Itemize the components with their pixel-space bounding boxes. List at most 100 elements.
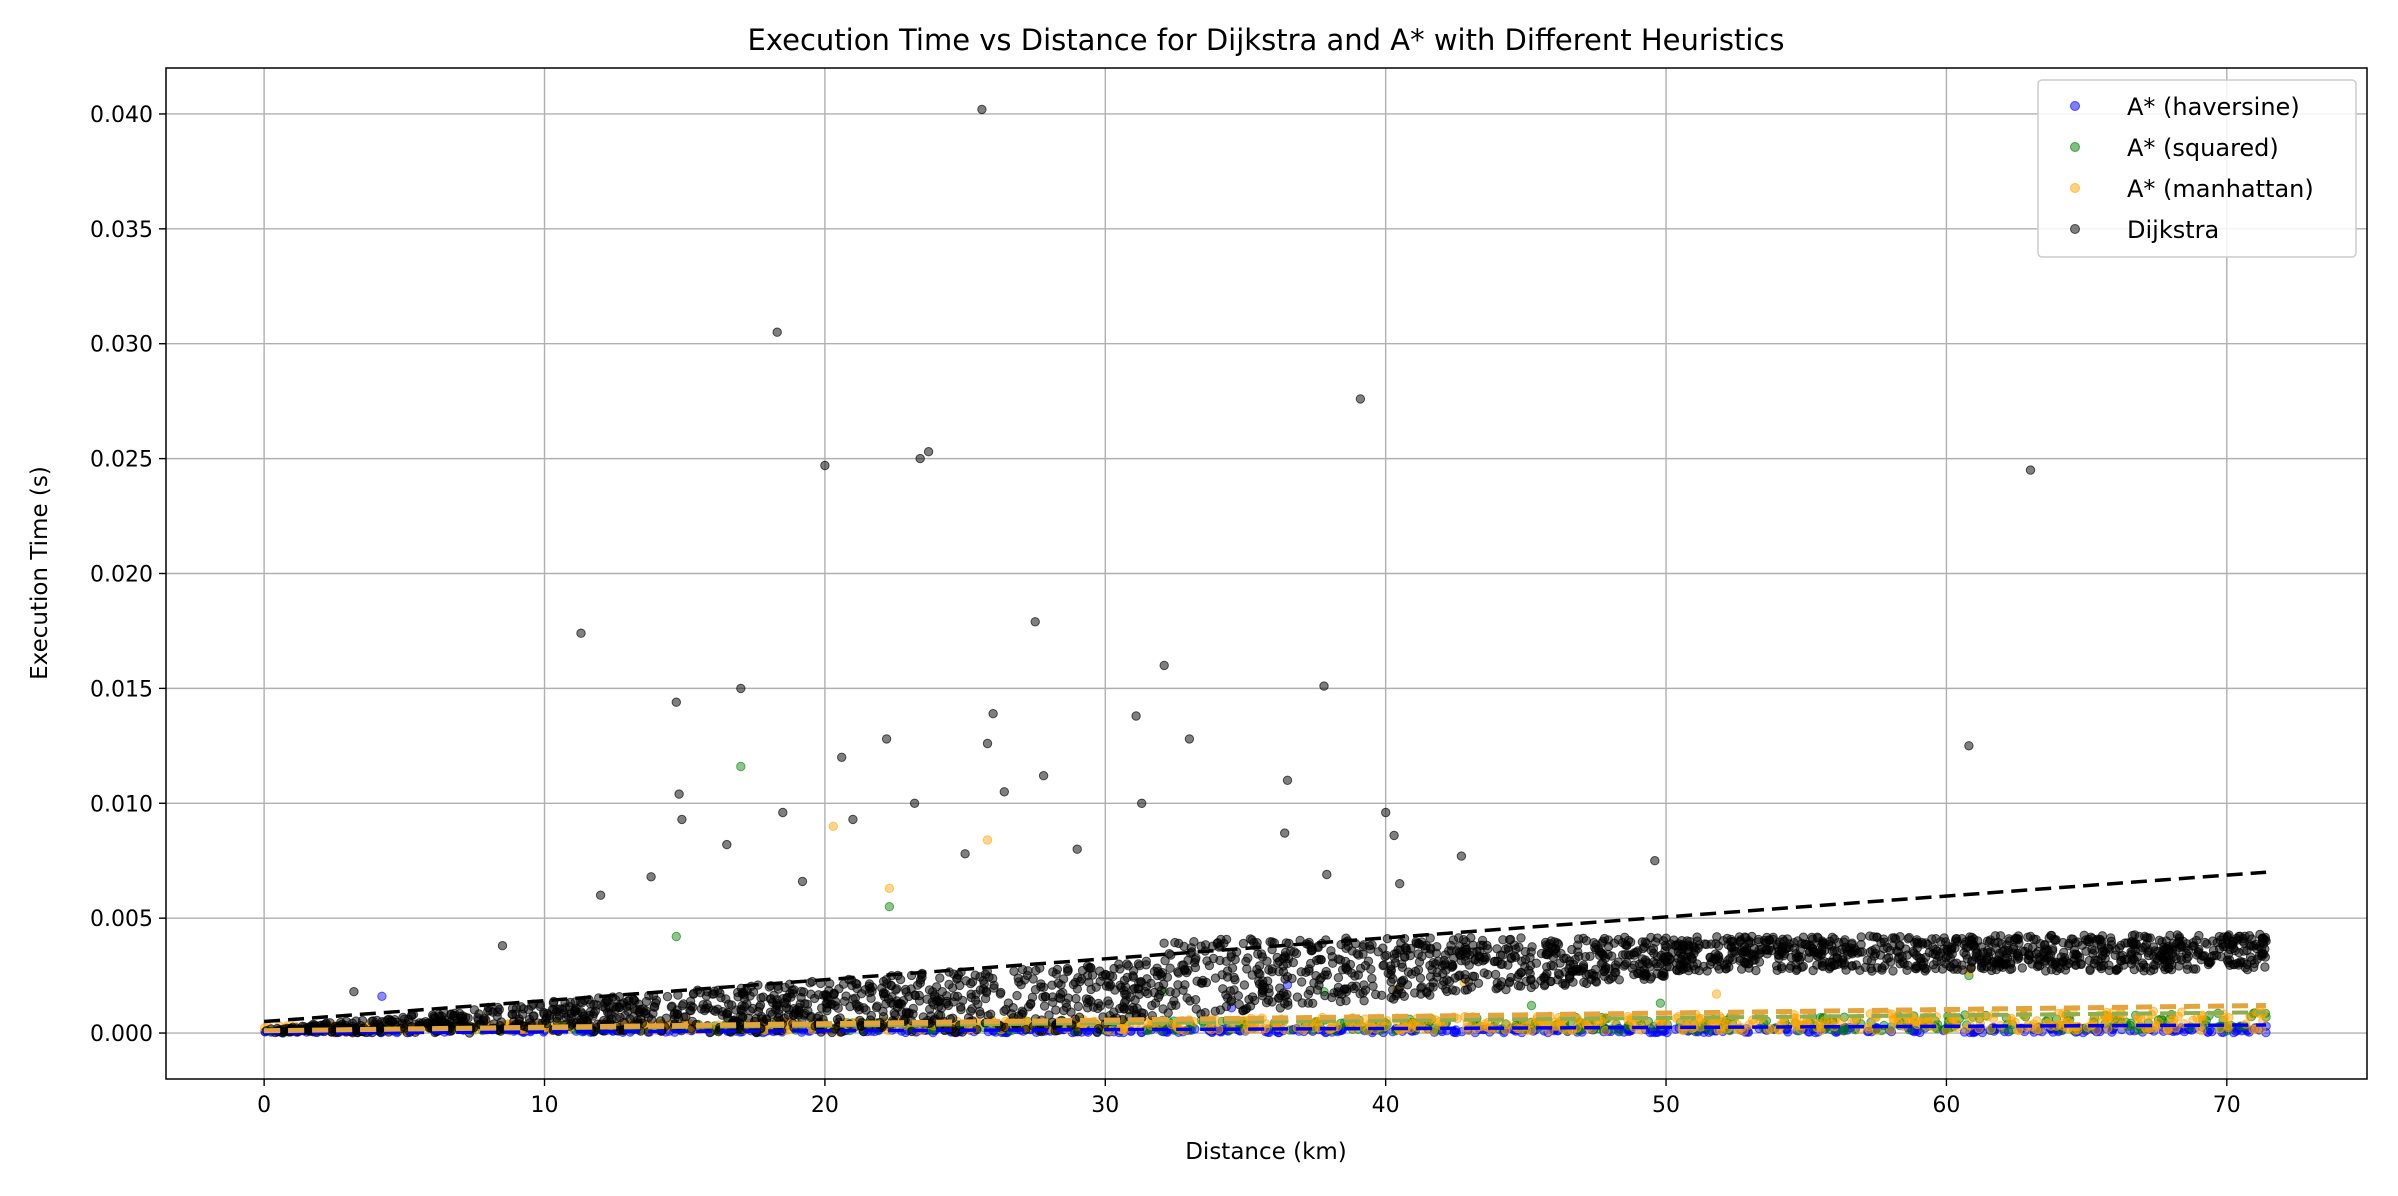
dijkstra-point [2242, 965, 2253, 975]
dijkstra-point [948, 983, 958, 993]
dijkstra-point [1682, 936, 1692, 946]
dijkstra-point [1123, 961, 1134, 971]
dijkstra-point [1154, 990, 1165, 1000]
dijkstra-point [1390, 958, 1401, 968]
dijkstra-point [2194, 944, 2204, 955]
dijkstra-point [1574, 966, 1585, 976]
dijkstra-point [1735, 935, 1746, 945]
dijkstra-point [892, 1002, 903, 1013]
dijkstra-point [1565, 972, 1575, 982]
dijkstra-point [866, 993, 876, 1003]
dijkstra-point [1710, 949, 1721, 959]
dijkstra-outlier-point [2208, 936, 2218, 946]
dijkstra-point [1529, 980, 1540, 990]
squared-outlier-point [884, 902, 895, 912]
dijkstra-point [1163, 1008, 1173, 1018]
dijkstra-point [1252, 964, 1262, 975]
dijkstra-point [1044, 1010, 1054, 1020]
dijkstra-point [1517, 956, 1527, 966]
dijkstra-point [1928, 960, 1939, 970]
dijkstra-point [1648, 957, 1659, 967]
squared-outlier-point [671, 931, 681, 942]
dijkstra-outlier-point [1131, 711, 1141, 721]
dijkstra-outlier-point [1650, 856, 1660, 866]
dijkstra-point [1229, 985, 1239, 995]
dijkstra-point [1497, 959, 1508, 969]
dijkstra-point [1776, 962, 1787, 972]
dijkstra-point [1307, 945, 1318, 955]
dijkstra-point [1039, 1001, 1050, 1011]
dijkstra-point [1885, 957, 1896, 967]
dijkstra-point [1866, 963, 1876, 974]
dijkstra-point [1573, 934, 1584, 944]
dijkstra-point [1857, 947, 1868, 957]
dijkstra-point [2145, 933, 2156, 943]
dijkstra-point [1018, 1008, 1028, 1018]
dijkstra-outlier-point [909, 798, 920, 808]
dijkstra-point [1591, 971, 1601, 981]
dijkstra-point [1837, 944, 1848, 954]
dijkstra-point [1939, 933, 1949, 943]
dijkstra-point [1804, 953, 1814, 963]
dijkstra-point [1110, 985, 1120, 995]
dijkstra-point [1130, 995, 1140, 1005]
dijkstra-point [1847, 938, 1857, 948]
x-tick-label-7: 70 [2213, 1093, 2241, 1118]
manhattan-outlier-point [1711, 989, 1722, 999]
dijkstra-point [1274, 993, 1284, 1003]
dijkstra-point [2069, 945, 2080, 955]
dijkstra-point [1413, 938, 1424, 949]
dijkstra-point [1553, 939, 1564, 950]
dijkstra-point [1280, 947, 1291, 958]
dijkstra-outlier-point [1381, 807, 1391, 818]
dijkstra-point [1071, 993, 1081, 1004]
dijkstra-point [570, 1005, 581, 1016]
dijkstra-outlier-point [881, 734, 892, 744]
dijkstra-outlier-point [736, 683, 746, 694]
dijkstra-point [2228, 959, 2238, 970]
dijkstra-point [1580, 952, 1591, 962]
dijkstra-point [727, 1000, 737, 1010]
dijkstra-point [1982, 936, 1993, 946]
x-tick-label-2: 20 [811, 1093, 839, 1118]
dijkstra-point [507, 1009, 518, 1019]
dijkstra-point [759, 1017, 769, 1027]
dijkstra-point [1689, 949, 1699, 959]
dijkstra-point [1038, 992, 1048, 1002]
dijkstra-point [1391, 948, 1402, 959]
x-tick-label-0: 0 [257, 1093, 271, 1118]
dijkstra-point [1646, 945, 1657, 956]
dijkstra-point [1437, 980, 1448, 990]
dijkstra-outlier-point [349, 987, 359, 997]
dijkstra-point [2106, 936, 2117, 946]
dijkstra-point [1903, 960, 1913, 970]
dijkstra-point [745, 1006, 755, 1016]
dijkstra-point [809, 993, 820, 1004]
dijkstra-point [1525, 952, 1535, 963]
dijkstra-outlier-point [1159, 660, 1169, 671]
y-tick-label-3: 0.015 [90, 677, 153, 702]
dijkstra-point [986, 1009, 996, 1019]
dijkstra-point [667, 1001, 677, 1011]
dijkstra-outlier-point [1072, 844, 1082, 854]
dijkstra-point [2035, 939, 2046, 949]
dijkstra-point [721, 1009, 731, 1019]
dijkstra-point [880, 989, 890, 999]
dijkstra-point [1196, 941, 1206, 951]
dijkstra-point [1998, 946, 2008, 957]
dijkstra-point [799, 987, 809, 997]
dijkstra-point [1792, 964, 1802, 974]
dijkstra-point [1713, 941, 1724, 951]
dijkstra-point [1333, 987, 1343, 997]
dijkstra-point [1239, 980, 1250, 990]
dijkstra-point [638, 1007, 649, 1017]
y-tick-label-6: 0.030 [90, 333, 153, 358]
dijkstra-point [1868, 932, 1879, 942]
dijkstra-point [661, 1013, 671, 1023]
dijkstra-point [2196, 955, 2207, 965]
dijkstra-point [953, 970, 964, 980]
dijkstra-point [1312, 985, 1323, 995]
dijkstra-outlier-point [1964, 741, 1974, 751]
manhattan-point [1814, 1019, 1825, 1029]
